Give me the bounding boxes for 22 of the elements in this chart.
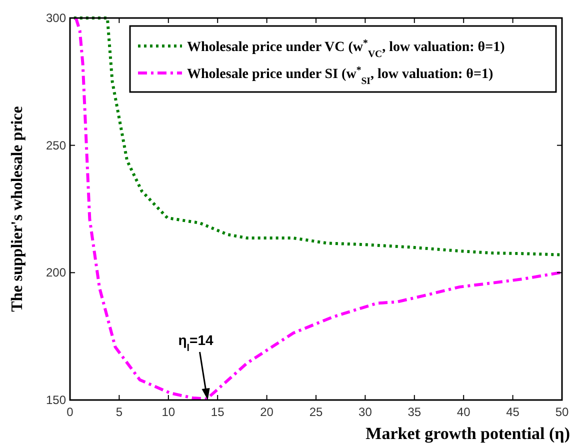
y-axis-title: The supplier's wholesale price: [9, 106, 26, 312]
x-tick-label: 40: [456, 405, 471, 419]
y-tick-label: 250: [46, 138, 66, 152]
x-tick-label: 10: [162, 405, 176, 419]
x-tick-label: 15: [210, 405, 225, 419]
x-tick-label: 20: [260, 405, 274, 419]
x-tick-label: 30: [358, 405, 372, 419]
y-tick-label: 200: [46, 266, 66, 280]
y-tick-label: 150: [46, 393, 66, 407]
legend-label: Wholesale price under VC (w$^{*}$$_{VC}$, low valuation: θ=1): [187, 38, 506, 60]
x-tick-label: 45: [506, 405, 520, 419]
x-tick-label: 35: [408, 405, 422, 419]
legend-label: Wholesale price under SI (w$^{*}$$_{SI}$, low valuation: θ=1): [187, 64, 494, 86]
line-series: [72, 16, 562, 256]
x-axis-title: Market growth potential (η): [366, 424, 570, 443]
line-series: [74, 16, 562, 400]
x-tick-label: 25: [309, 405, 323, 419]
x-tick-label: 50: [555, 405, 569, 419]
x-tick-label: 0: [66, 405, 74, 419]
y-tick-label: 300: [46, 11, 66, 25]
annotation: η$_{l}$=14: [178, 332, 214, 354]
x-tick-label: 5: [116, 405, 123, 419]
